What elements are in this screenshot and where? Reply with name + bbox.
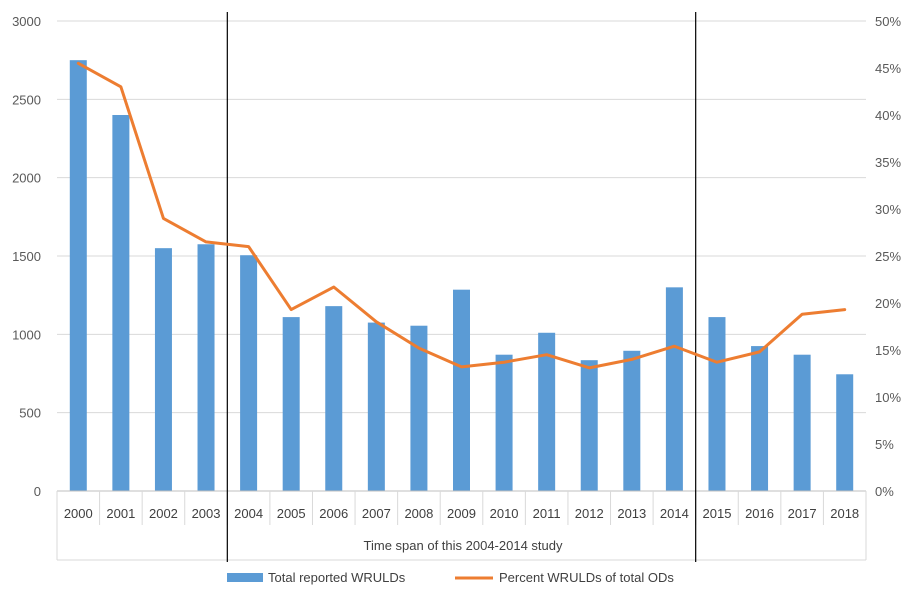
left-axis-tick: 1000 bbox=[12, 327, 41, 342]
bar bbox=[708, 317, 726, 491]
right-axis-tick: 40% bbox=[875, 108, 901, 123]
bar bbox=[197, 244, 215, 491]
bar bbox=[453, 289, 470, 491]
bar bbox=[154, 248, 172, 491]
right-axis-tick: 25% bbox=[875, 249, 901, 264]
axes bbox=[56, 490, 867, 561]
time-span-label: Time span of this 2004-2014 study bbox=[364, 538, 563, 553]
bar bbox=[580, 360, 598, 491]
category-label: 2018 bbox=[830, 506, 859, 521]
left-axis-ticks: 0 500 1000 1500 2000 2500 3000 bbox=[12, 14, 41, 499]
bar bbox=[665, 287, 683, 491]
right-axis-tick: 35% bbox=[875, 155, 901, 170]
category-label: 2016 bbox=[745, 506, 774, 521]
gridlines bbox=[57, 20, 866, 414]
category-label: 2012 bbox=[575, 506, 604, 521]
bar bbox=[325, 306, 343, 491]
category-label: 2017 bbox=[788, 506, 817, 521]
bar bbox=[836, 374, 854, 491]
category-label: 2005 bbox=[277, 506, 306, 521]
bar bbox=[282, 317, 300, 491]
time-span-annotation: Time span of this 2004-2014 study bbox=[226, 12, 697, 562]
bar bbox=[410, 325, 428, 491]
category-label: 2001 bbox=[106, 506, 135, 521]
category-label: 2009 bbox=[447, 506, 476, 521]
category-label: 2000 bbox=[64, 506, 93, 521]
category-label: 2013 bbox=[617, 506, 646, 521]
bar bbox=[112, 115, 130, 491]
left-axis-tick: 1500 bbox=[12, 249, 41, 264]
right-axis-tick: 5% bbox=[875, 437, 894, 452]
percent-line bbox=[76, 61, 847, 370]
category-label: 2010 bbox=[490, 506, 519, 521]
category-label: 2003 bbox=[192, 506, 221, 521]
bar bbox=[240, 255, 258, 491]
left-axis-tick: 3000 bbox=[12, 14, 41, 29]
line-series bbox=[76, 61, 847, 370]
right-axis-ticks: 0% 5% 10% 15% 20% 25% 30% 35% 40% 45% 50% bbox=[875, 14, 901, 499]
bar bbox=[495, 354, 513, 491]
category-label: 2004 bbox=[234, 506, 263, 521]
bar bbox=[69, 60, 87, 492]
right-axis-tick: 30% bbox=[875, 202, 901, 217]
legend-swatch-bars bbox=[227, 573, 263, 582]
left-axis-tick: 500 bbox=[19, 406, 41, 421]
legend-label-bars: Total reported WRULDs bbox=[268, 570, 406, 585]
category-label: 2014 bbox=[660, 506, 689, 521]
category-label: 2007 bbox=[362, 506, 391, 521]
bar bbox=[367, 322, 385, 491]
left-axis-tick: 2500 bbox=[12, 92, 41, 107]
category-label: 2008 bbox=[404, 506, 433, 521]
bar bbox=[623, 350, 641, 491]
legend: Total reported WRULDs Percent WRULDs of … bbox=[227, 570, 674, 585]
bar bbox=[751, 346, 769, 491]
bar-series bbox=[69, 60, 854, 492]
category-label: 2002 bbox=[149, 506, 178, 521]
category-labels: 2000 2001 2002 2003 2004 2005 2006 2007 2008 2009… bbox=[64, 506, 859, 521]
right-axis-tick: 20% bbox=[875, 296, 901, 311]
left-axis-tick: 2000 bbox=[12, 171, 41, 186]
category-label: 2015 bbox=[703, 506, 732, 521]
left-axis-tick: 0 bbox=[34, 484, 41, 499]
category-label: 2006 bbox=[319, 506, 348, 521]
right-axis-tick: 15% bbox=[875, 343, 901, 358]
legend-label-line: Percent WRULDs of total ODs bbox=[499, 570, 674, 585]
right-axis-tick: 10% bbox=[875, 390, 901, 405]
right-axis-tick: 50% bbox=[875, 14, 901, 29]
bar bbox=[793, 354, 811, 491]
bar bbox=[538, 332, 556, 491]
right-axis-tick: 0% bbox=[875, 484, 894, 499]
right-axis-tick: 45% bbox=[875, 61, 901, 76]
category-label: 2011 bbox=[533, 506, 561, 521]
